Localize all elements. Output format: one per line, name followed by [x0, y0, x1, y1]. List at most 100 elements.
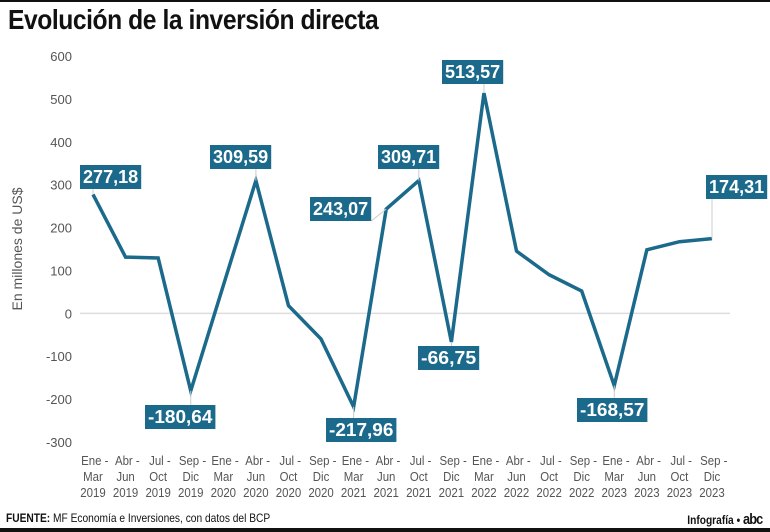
x-tick-label: Ene -	[472, 453, 499, 468]
x-tick-label: Oct	[280, 469, 298, 484]
x-tick-label: Abr -	[245, 453, 270, 468]
data-label-box	[577, 398, 648, 422]
x-tick-label: Jul -	[279, 453, 301, 468]
x-tick-label: Dic	[573, 469, 590, 484]
data-label: 277,18	[83, 167, 138, 187]
data-label-box	[210, 145, 272, 169]
x-tick-label: Mar	[83, 469, 103, 484]
x-tick-label: Sep -	[179, 453, 206, 468]
data-label: -168,57	[580, 400, 644, 420]
data-label: 309,59	[213, 147, 268, 167]
data-label-box	[418, 346, 480, 370]
x-tick-label: 2021	[439, 485, 465, 500]
x-tick-label: Dic	[443, 469, 460, 484]
y-tick-label: 600	[50, 49, 72, 64]
x-tick-label: Abr -	[376, 453, 401, 468]
x-tick-label: Jul -	[670, 453, 692, 468]
y-tick-label: 500	[50, 92, 72, 107]
y-tick-label: -200	[46, 392, 72, 407]
data-label-box	[326, 418, 397, 442]
x-tick-label: Ene -	[211, 453, 238, 468]
x-tick-label: Abr -	[506, 453, 531, 468]
x-tick-label: 2021	[373, 485, 399, 500]
y-tick-label: 0	[65, 306, 72, 321]
data-label: -180,64	[148, 407, 212, 427]
y-tick-label: 400	[50, 135, 72, 150]
source-text: MF Economía e Inversiones, con datos del…	[53, 511, 271, 525]
x-tick-label: Jun	[116, 469, 135, 484]
source-label: FUENTE:	[6, 511, 51, 525]
source-note: FUENTE: MF Economía e Inversiones, con d…	[6, 511, 270, 525]
x-tick-label: Jul -	[149, 453, 171, 468]
x-tick-label: 2021	[406, 485, 432, 500]
data-label: 243,07	[313, 199, 368, 219]
y-axis-label: En millones de US$	[9, 187, 25, 310]
y-tick-label: 300	[50, 178, 72, 193]
x-tick-label: Oct	[540, 469, 558, 484]
x-tick-label: Ene -	[342, 453, 369, 468]
x-tick-label: Mar	[344, 469, 364, 484]
x-tick-label: 2022	[569, 485, 595, 500]
credit: Infografía • abc	[686, 511, 763, 528]
data-label-box	[80, 165, 142, 189]
x-tick-label: 2022	[471, 485, 497, 500]
data-label-box	[378, 145, 440, 169]
x-tick-label: 2019	[80, 485, 106, 500]
x-tick-label: 2023	[699, 485, 725, 500]
x-tick-label: Abr -	[636, 453, 661, 468]
x-tick-label: 2020	[211, 485, 237, 500]
data-label: -66,75	[421, 348, 476, 368]
data-label: -217,96	[329, 420, 393, 440]
x-tick-label: Mar	[604, 469, 624, 484]
x-tick-label: 2022	[536, 485, 562, 500]
x-tick-label: Mar	[213, 469, 233, 484]
x-tick-label: 2020	[243, 485, 269, 500]
x-tick-label: Jun	[377, 469, 396, 484]
x-tick-label: Jun	[638, 469, 657, 484]
data-label-box	[442, 60, 504, 84]
x-tick-label: 2020	[308, 485, 334, 500]
x-tick-label: Sep -	[439, 453, 466, 468]
x-tick-label: 2023	[667, 485, 693, 500]
data-label-box	[310, 197, 372, 221]
x-tick-label: 2023	[634, 485, 660, 500]
data-label: 309,71	[381, 147, 436, 167]
x-tick-label: Jun	[247, 469, 266, 484]
x-tick-label: Mar	[474, 469, 494, 484]
data-label: 174,31	[709, 177, 764, 197]
x-tick-label: Ene -	[81, 453, 108, 468]
x-tick-label: Ene -	[602, 453, 629, 468]
abc-logo: abc	[742, 511, 763, 528]
top-rule	[0, 0, 770, 2]
x-tick-label: Oct	[410, 469, 428, 484]
credit-text: Infografía •	[686, 513, 740, 527]
x-tick-label: Oct	[671, 469, 689, 484]
data-label-box	[145, 405, 216, 429]
x-tick-label: 2023	[602, 485, 628, 500]
x-tick-label: Dic	[182, 469, 199, 484]
y-tick-label: 200	[50, 221, 72, 236]
x-tick-label: 2019	[145, 485, 171, 500]
bottom-rule	[0, 528, 770, 532]
x-tick-label: Dic	[313, 469, 330, 484]
series-line	[91, 92, 713, 413]
label-leader	[370, 208, 387, 222]
data-label: 513,57	[445, 62, 500, 82]
y-tick-label: -300	[46, 435, 72, 450]
data-label-box	[706, 175, 768, 199]
x-tick-label: 2019	[113, 485, 139, 500]
x-tick-label: Oct	[149, 469, 167, 484]
x-tick-label: Sep -	[570, 453, 597, 468]
x-tick-label: Dic	[704, 469, 721, 484]
x-tick-label: Abr -	[115, 453, 140, 468]
x-tick-label: 2020	[276, 485, 302, 500]
x-tick-label: Jul -	[410, 453, 432, 468]
x-tick-label: Sep -	[700, 453, 727, 468]
x-tick-label: Sep -	[309, 453, 336, 468]
y-tick-label: 100	[50, 263, 72, 278]
x-tick-label: 2022	[504, 485, 530, 500]
x-tick-label: Jun	[507, 469, 526, 484]
x-tick-label: 2019	[178, 485, 204, 500]
